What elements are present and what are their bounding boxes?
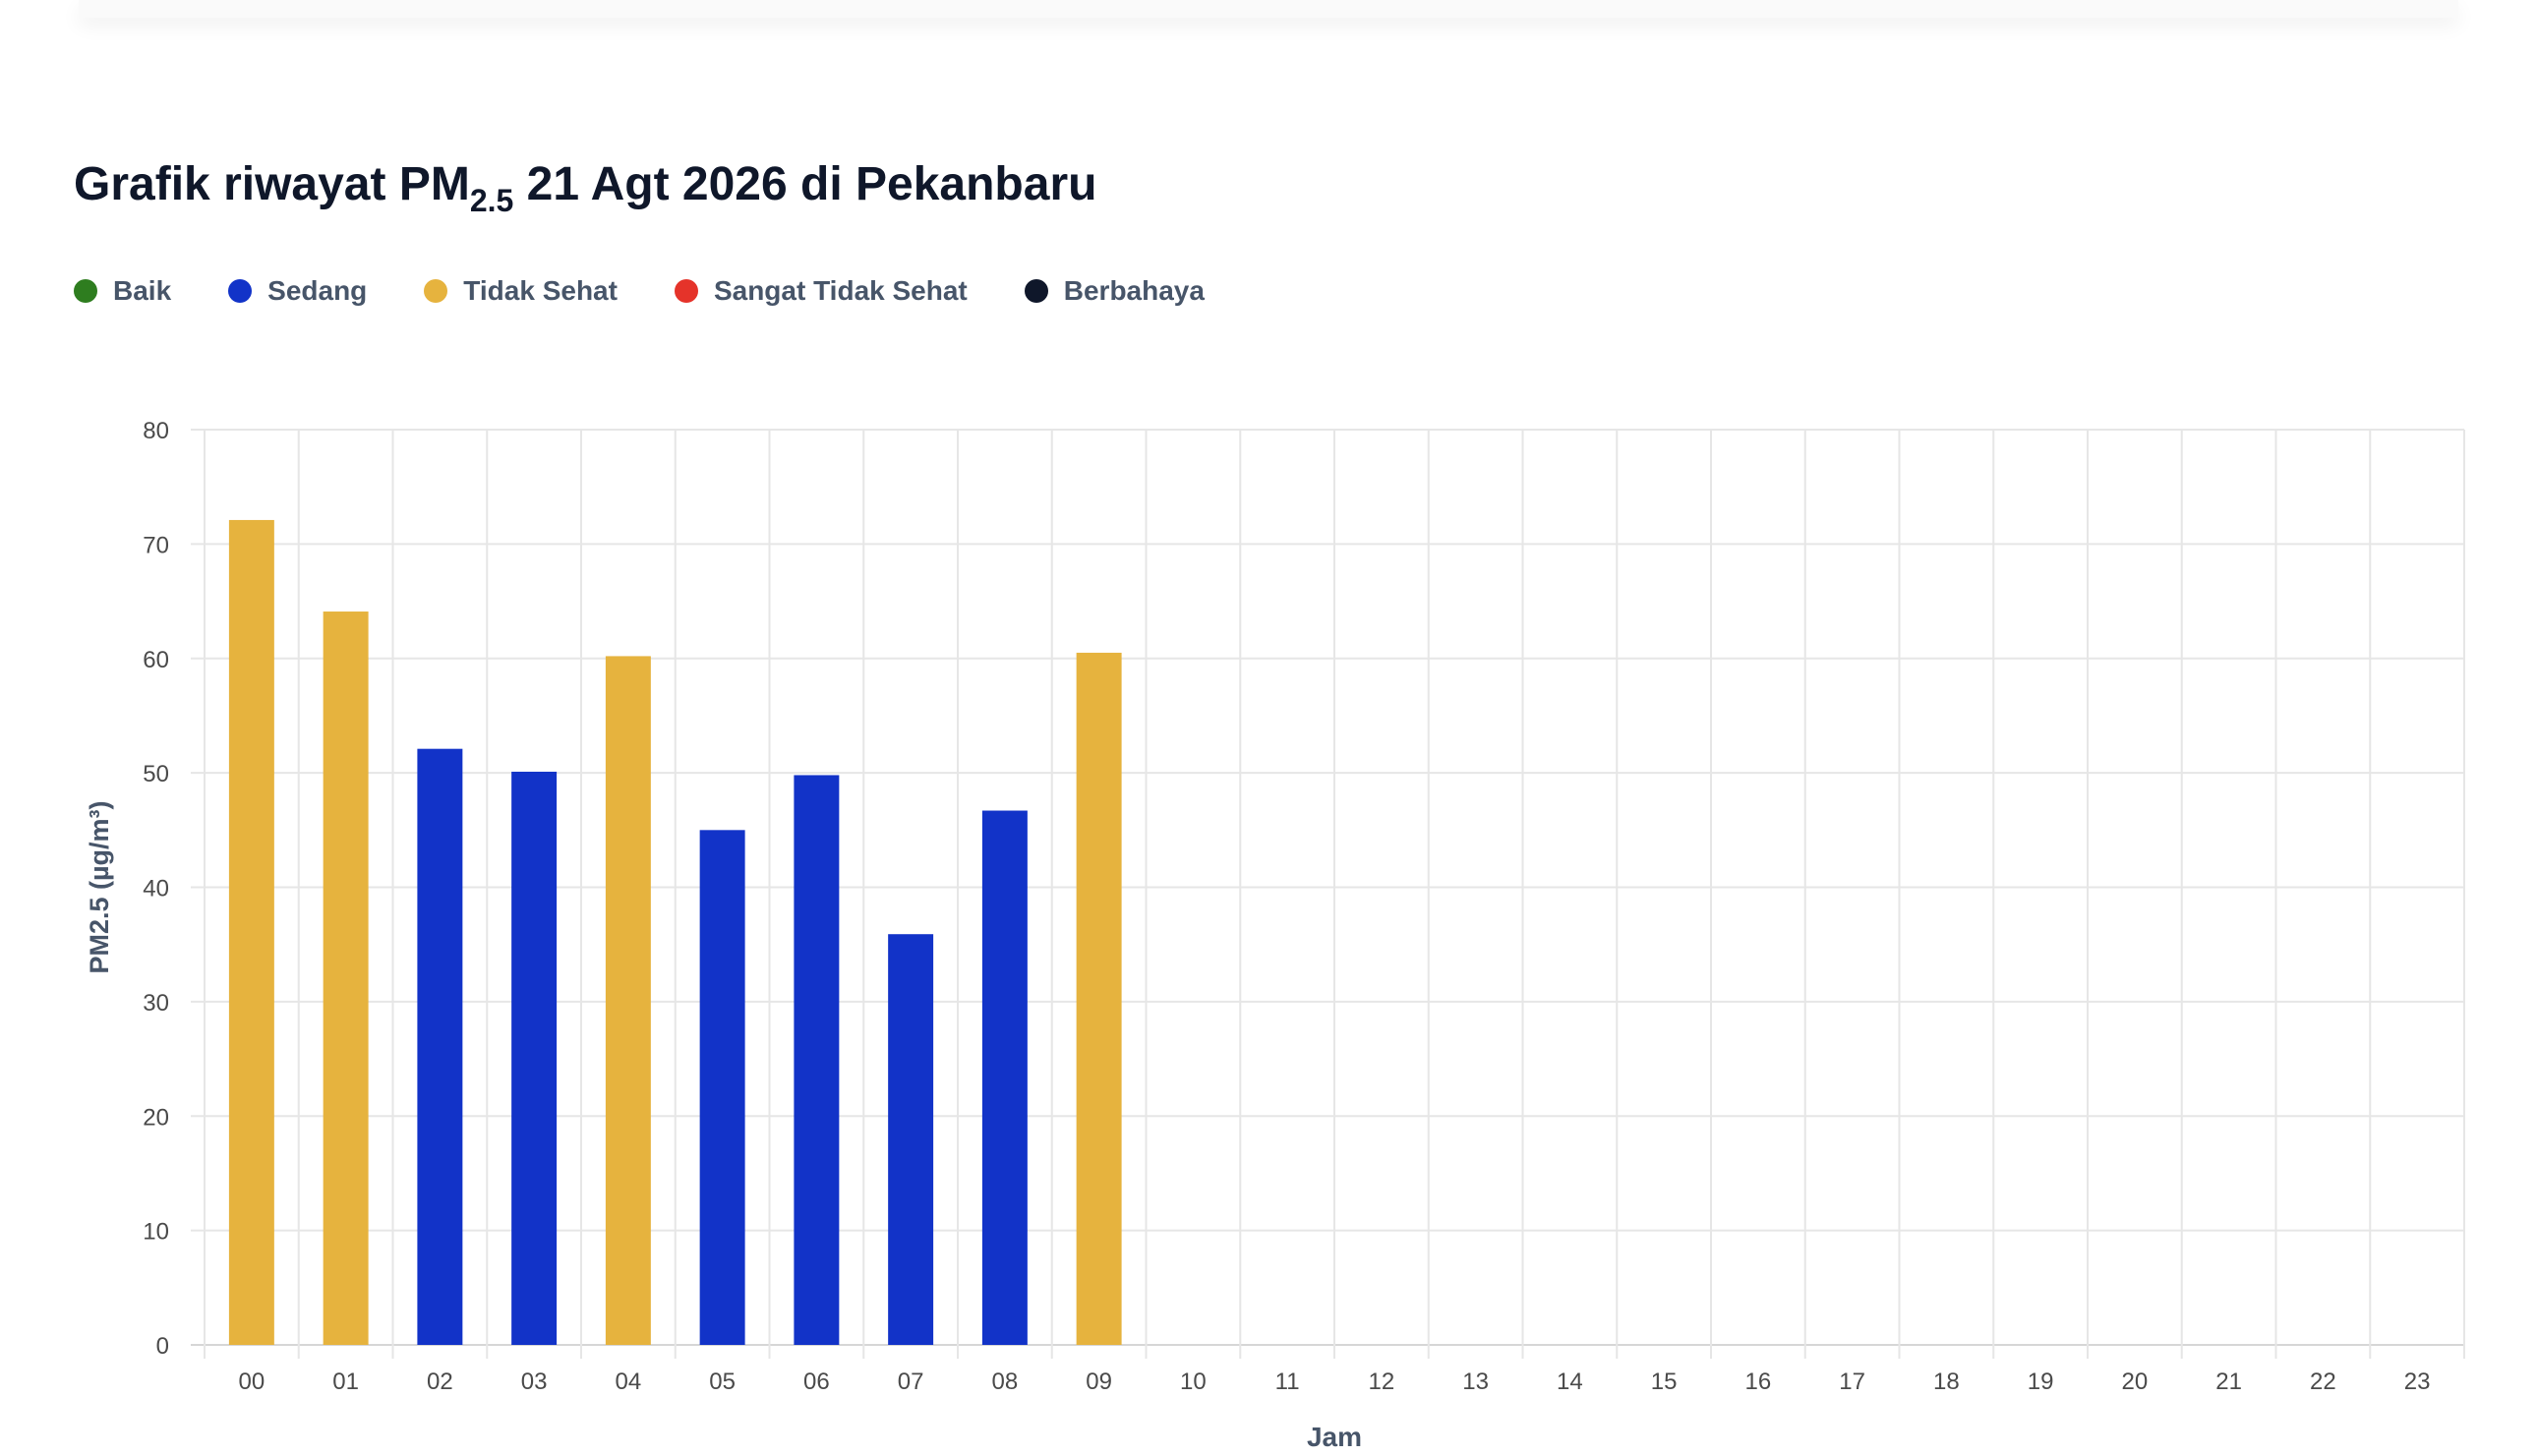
x-tick-label-14: 14 (1557, 1369, 1583, 1395)
y-tick-label-30: 30 (143, 990, 169, 1017)
bar-05 (699, 830, 745, 1345)
legend: Baik Sedang Tidak Sehat Sangat Tidak Seh… (74, 275, 1262, 307)
bar-09 (1076, 652, 1122, 1345)
y-tick-label-60: 60 (143, 647, 169, 673)
x-tick-label-05: 05 (709, 1369, 736, 1395)
legend-dot-sedang (228, 279, 253, 303)
bar-01 (323, 612, 369, 1345)
legend-item-berbahaya[interactable]: Berbahaya (1024, 275, 1205, 307)
x-tick-label-03: 03 (521, 1369, 548, 1395)
title-subscript: 2.5 (469, 183, 514, 218)
y-tick-label-50: 50 (143, 761, 169, 787)
legend-dot-baik (74, 279, 97, 303)
x-tick-label-01: 01 (332, 1369, 359, 1395)
x-tick-label-20: 20 (2122, 1369, 2149, 1395)
x-tick-label-23: 23 (2404, 1369, 2431, 1395)
y-tick-label-20: 20 (143, 1104, 169, 1131)
y-axis-label: PM2.5 (µg/m³) (85, 800, 114, 973)
x-tick-label-08: 08 (992, 1369, 1019, 1395)
legend-label-baik: Baik (113, 275, 172, 306)
top-bar-shadow (79, 0, 2458, 18)
bar-00 (228, 519, 274, 1345)
y-tick-label-80: 80 (143, 418, 169, 444)
y-tick-label-70: 70 (143, 532, 169, 558)
title-prefix: Grafik riwayat PM (74, 158, 470, 210)
x-tick-label-22: 22 (2310, 1369, 2336, 1395)
legend-label-tidak-sehat: Tidak Sehat (463, 275, 618, 306)
x-tick-label-11: 11 (1275, 1369, 1300, 1395)
x-tick-label-15: 15 (1651, 1369, 1678, 1395)
title-suffix: 21 Agt 2026 di Pekanbaru (513, 158, 1097, 210)
bar-02 (417, 748, 463, 1345)
x-tick-label-17: 17 (1839, 1369, 1865, 1395)
legend-label-sangat-tidak-sehat: Sangat Tidak Sehat (713, 275, 968, 306)
legend-item-tidak-sehat[interactable]: Tidak Sehat (424, 275, 618, 307)
x-tick-label-16: 16 (1745, 1369, 1772, 1395)
x-tick-label-18: 18 (1933, 1369, 1960, 1395)
bar-08 (981, 810, 1028, 1345)
x-tick-label-07: 07 (898, 1369, 924, 1395)
x-tick-label-21: 21 (2215, 1369, 2242, 1395)
legend-item-sedang[interactable]: Sedang (228, 275, 367, 307)
bar-04 (605, 656, 651, 1345)
y-tick-label-10: 10 (143, 1219, 169, 1246)
legend-label-sedang: Sedang (267, 275, 368, 306)
legend-dot-berbahaya (1024, 279, 1048, 303)
x-tick-label-09: 09 (1086, 1369, 1112, 1395)
y-tick-label-0: 0 (156, 1333, 169, 1360)
x-tick-label-10: 10 (1180, 1369, 1207, 1395)
bar-06 (794, 775, 840, 1345)
y-tick-label-40: 40 (143, 876, 169, 903)
legend-item-baik[interactable]: Baik (74, 275, 171, 307)
x-tick-label-19: 19 (2028, 1369, 2054, 1395)
legend-dot-sangat-tidak-sehat (674, 279, 698, 303)
x-axis-label: Jam (1307, 1422, 1362, 1452)
bar-03 (511, 771, 558, 1345)
legend-item-sangat-tidak-sehat[interactable]: Sangat Tidak Sehat (674, 275, 968, 307)
chart-title: Grafik riwayat PM2.5 21 Agt 2026 di Peka… (74, 157, 1096, 219)
x-tick-label-12: 12 (1369, 1369, 1395, 1395)
legend-dot-tidak-sehat (424, 279, 448, 303)
x-tick-label-00: 00 (239, 1369, 266, 1395)
x-tick-label-13: 13 (1462, 1369, 1489, 1395)
x-tick-label-02: 02 (427, 1369, 453, 1395)
legend-label-berbahaya: Berbahaya (1063, 275, 1205, 306)
x-tick-label-04: 04 (616, 1369, 642, 1395)
x-tick-label-06: 06 (803, 1369, 830, 1395)
bar-07 (888, 934, 934, 1345)
